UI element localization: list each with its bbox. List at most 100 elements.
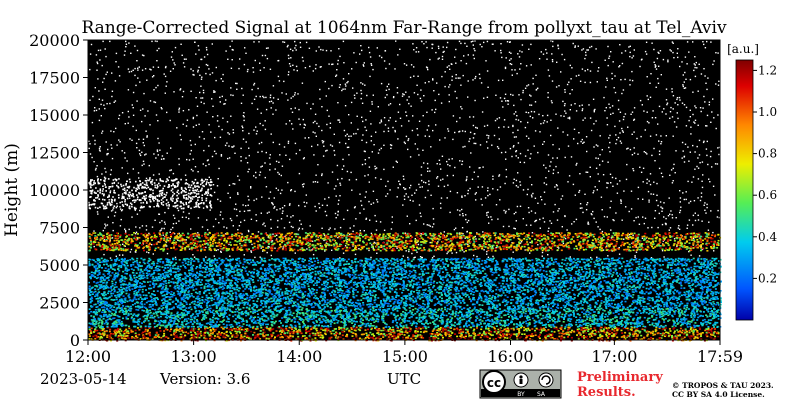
noise-speck [229,255,231,257]
noise-speck [683,156,685,158]
layer-boundary-layer-lower [710,330,713,333]
layer-boundary-layer-upper [662,310,665,313]
noise-speck [198,190,200,193]
noise-speck [473,142,475,145]
layer-boundary-layer-lower [668,328,671,330]
layer-boundary-layer-upper [539,322,542,325]
layer-boundary-layer-upper [468,319,470,322]
layer-boundary-layer-upper [333,322,336,325]
noise-speck [153,75,155,77]
layer-boundary-layer-lower [436,332,439,334]
noise-speck [362,120,364,123]
noise-speck [638,223,641,225]
layer-boundary-layer-lower [376,328,379,330]
layer-boundary-layer-lower [204,330,207,333]
noise-speck [502,225,505,228]
noise-speck [333,188,336,190]
noise-speck [522,189,525,191]
noise-speck [112,222,114,224]
noise-speck [195,97,197,99]
noise-speck [286,215,288,217]
noise-speck [198,123,200,126]
noise-speck [552,169,555,171]
layer-boundary-layer-upper [667,314,670,316]
noise-speck [227,132,229,134]
layer-boundary-layer-lower [218,332,221,335]
noise-speck [341,235,343,237]
noise-speck [532,77,534,80]
layer-boundary-layer-lower [400,330,403,333]
layer-surface [243,338,246,341]
noise-speck [426,129,428,131]
noise-speck [384,96,386,99]
noise-speck [222,80,224,82]
noise-speck [611,72,613,75]
noise-speck [365,141,368,144]
layer-boundary-layer-lower [282,330,285,333]
noise-speck [712,231,714,234]
layer-boundary-layer-lower [284,333,287,336]
layer-boundary-layer-upper [452,312,455,314]
noise-speck [371,244,373,246]
noise-speck [439,139,441,141]
noise-speck [403,195,406,197]
noise-speck [344,245,347,247]
noise-speck [552,45,554,48]
noise-speck [481,186,484,188]
noise-speck [706,140,708,143]
noise-speck [539,227,541,229]
noise-speck [192,70,194,72]
noise-speck [513,136,516,138]
noise-speck [628,237,630,239]
noise-speck [210,131,212,133]
noise-speck [496,118,498,120]
noise-speck [188,109,190,111]
layer-boundary-layer-lower [173,330,176,332]
layer-boundary-layer-lower [209,332,212,335]
layer-boundary-layer-lower [434,333,437,336]
noise-speck [555,165,557,168]
layer-boundary-layer-lower [605,335,608,337]
noise-speck [326,109,328,112]
layer-boundary-layer-lower [119,328,122,331]
layer-surface [620,336,623,338]
noise-speck [314,132,316,134]
layer-boundary-layer-upper [290,324,293,327]
layer-boundary-layer-upper [702,311,705,313]
layer-boundary-layer-upper [191,318,194,321]
noise-speck [531,184,533,186]
noise-speck [615,212,617,214]
noise-speck [421,41,423,43]
layer-boundary-layer-lower [354,328,357,331]
layer-boundary-layer-lower [444,328,446,331]
noise-speck [169,70,172,72]
layer-boundary-layer-lower [90,327,93,330]
noise-speck [227,58,229,60]
noise-speck [603,215,606,218]
noise-speck [126,160,128,162]
noise-speck [640,171,643,173]
noise-speck [657,123,659,125]
layer-boundary-layer-upper [484,313,486,316]
noise-speck [324,250,326,252]
noise-speck [151,243,153,246]
layer-boundary-layer-lower [505,330,508,333]
layer-boundary-layer-lower [310,327,313,329]
noise-speck [529,115,531,118]
noise-speck [409,76,412,79]
layer-surface [88,338,91,340]
layer-surface [549,336,552,338]
noise-speck [428,224,430,226]
noise-speck [669,111,672,113]
noise-speck [505,57,507,59]
layer-boundary-layer-lower [371,327,373,330]
noise-speck [416,241,418,243]
noise-speck [315,135,317,137]
noise-speck [113,131,115,133]
noise-speck [529,94,531,96]
layer-boundary-layer-lower [704,329,707,332]
layer-boundary-layer-lower [339,332,341,334]
layer-boundary-layer-lower [664,329,666,331]
noise-speck [359,229,361,232]
noise-speck [89,68,91,71]
